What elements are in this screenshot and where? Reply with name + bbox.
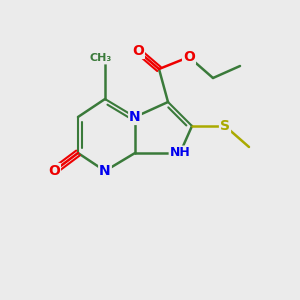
Text: O: O	[48, 164, 60, 178]
Text: N: N	[129, 110, 141, 124]
Text: CH₃: CH₃	[89, 53, 112, 64]
Text: S: S	[220, 119, 230, 133]
Text: O: O	[132, 44, 144, 58]
Text: N: N	[99, 164, 111, 178]
Text: O: O	[183, 50, 195, 64]
Text: NH: NH	[169, 146, 190, 160]
